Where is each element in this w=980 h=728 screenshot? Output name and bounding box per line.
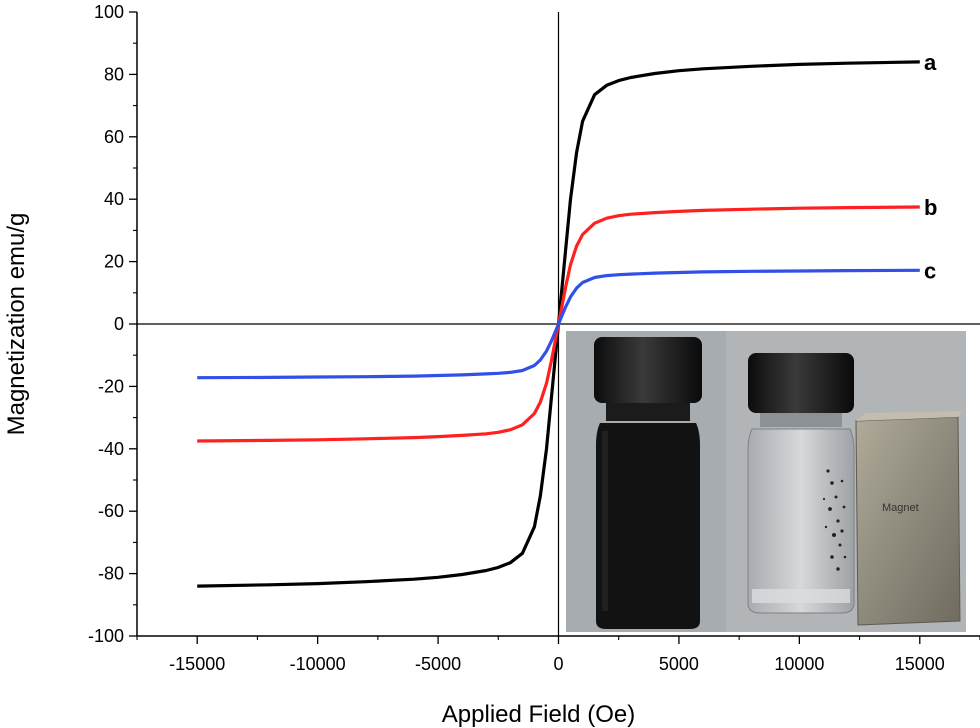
tick-labels: -100 -80 -60 -40 -20 0 20 40 60 80 100 -15000 -10000…	[88, 2, 945, 674]
x-tick-label: -10000	[290, 654, 346, 674]
data-series	[197, 60, 920, 588]
clear-vial-image	[747, 353, 855, 614]
x-axis-title: Applied Field (Oe)	[442, 701, 635, 728]
series-line-c	[197, 268, 920, 380]
y-tick-label: -80	[98, 564, 124, 584]
dark-vial-image	[594, 337, 702, 629]
inset-photo: Magnet	[566, 331, 966, 632]
x-tick-label: -5000	[415, 654, 461, 674]
x-tick-label: 5000	[659, 654, 699, 674]
y-tick-label: -40	[98, 439, 124, 459]
y-tick-label: -60	[98, 501, 124, 521]
series-label-a: a	[924, 50, 937, 75]
x-tick-label: 10000	[774, 654, 824, 674]
tick-marks	[129, 11, 980, 644]
y-axis-title: Magnetization emu/g	[3, 213, 30, 436]
y-tick-label: -100	[88, 626, 124, 646]
x-tick-label: 0	[553, 654, 563, 674]
y-tick-label: 40	[104, 189, 124, 209]
y-tick-label: 100	[94, 2, 124, 22]
x-tick-label: 15000	[895, 654, 945, 674]
magnet-label: Magnet	[882, 502, 919, 514]
y-tick-label: 80	[104, 64, 124, 84]
series-label-b: b	[924, 195, 937, 220]
series-labels: a b c	[924, 50, 937, 283]
magnet-image: Magnet	[855, 411, 962, 626]
y-tick-label: 60	[104, 127, 124, 147]
y-tick-label: 20	[104, 252, 124, 272]
x-tick-label: -15000	[169, 654, 225, 674]
y-tick-label: 0	[114, 314, 124, 334]
series-label-c: c	[924, 258, 936, 283]
y-tick-label: -20	[98, 376, 124, 396]
